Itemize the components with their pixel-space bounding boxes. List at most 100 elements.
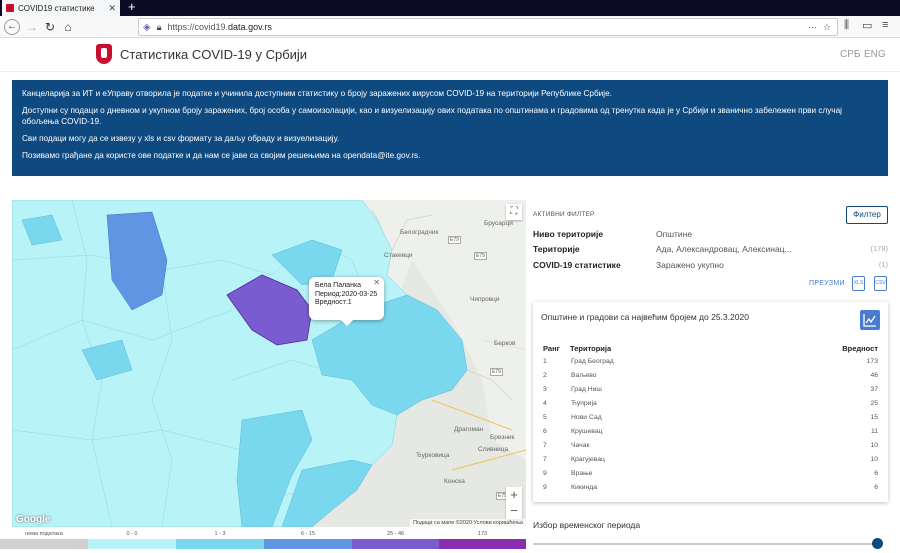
- zoom-control: + −: [506, 487, 522, 519]
- legend-label: 6 - 15: [300, 531, 316, 537]
- legend-item: 0 - 0: [88, 530, 176, 550]
- cell-value: 37: [870, 386, 878, 393]
- filter-value: Заражено укупно: [656, 260, 724, 270]
- site-title[interactable]: Статистика COVID-19 у Србији: [120, 47, 308, 62]
- period-slider-thumb[interactable]: [872, 538, 883, 549]
- legend-label: 173: [477, 531, 488, 537]
- cell-value: 46: [870, 372, 878, 379]
- forward-icon[interactable]: →: [26, 20, 38, 34]
- filter-key: Територије: [533, 244, 580, 254]
- filter-row[interactable]: COVID-19 статистике Заражено укупно (1): [533, 260, 888, 274]
- road-shield: E79: [490, 368, 503, 376]
- legend-swatch: [439, 539, 526, 549]
- zoom-out-button[interactable]: −: [510, 503, 518, 518]
- cell-rank: 7: [543, 442, 547, 449]
- back-icon[interactable]: ←: [4, 19, 20, 35]
- zoom-in-button[interactable]: +: [510, 487, 518, 502]
- legend-label: 0 - 0: [126, 531, 138, 537]
- cell-value: 10: [870, 456, 878, 463]
- table-row[interactable]: 9 Врање 6: [543, 470, 878, 482]
- table-row[interactable]: 1 Град Београд 173: [543, 358, 878, 370]
- close-icon[interactable]: ✕: [373, 278, 380, 287]
- legend-label: нема података: [25, 531, 63, 537]
- shield-icon[interactable]: ◈: [143, 21, 151, 33]
- header-value: Вредност: [842, 344, 878, 353]
- table-row[interactable]: 7 Крагујевац 10: [543, 456, 878, 468]
- url-bar[interactable]: ◈ 🔒︎ https://covid19. data.gov.rs ··· ☆: [138, 18, 838, 36]
- legend-label: 25 - 46: [386, 531, 405, 537]
- url-prefix: https://covid19.: [167, 22, 229, 32]
- page-actions-icon[interactable]: ···: [807, 22, 817, 32]
- google-logo: Google: [16, 514, 51, 525]
- line-chart-icon[interactable]: [860, 310, 880, 330]
- filter-key: COVID-19 статистике: [533, 260, 621, 270]
- close-tab-icon[interactable]: ✕: [108, 2, 116, 13]
- map-city-label: Ђурковица: [416, 452, 450, 459]
- lang-eng-link[interactable]: ENG: [864, 49, 886, 60]
- map-legend: нема података 0 - 0 1 - 3 6 - 15 25 - 46…: [0, 530, 526, 550]
- reload-icon[interactable]: ↻: [44, 20, 56, 34]
- filter-value: Ада, Александровац, Алексинац...: [656, 244, 792, 254]
- legend-label: 1 - 3: [214, 531, 226, 537]
- cell-rank: 2: [543, 372, 547, 379]
- csv-download-icon[interactable]: CSV: [874, 276, 887, 291]
- url-domain: data.gov.rs: [228, 22, 272, 32]
- map-city-label: Чипровци: [470, 296, 500, 303]
- header-rank: Ранг: [543, 344, 560, 353]
- cell-territory: Крушевац: [571, 428, 603, 435]
- cell-rank: 6: [543, 428, 547, 435]
- download-label: ПРЕУЗМИ: [809, 280, 845, 287]
- map-city-label: Брезник: [490, 434, 515, 441]
- cell-territory: Град Ниш: [571, 386, 602, 393]
- choropleth-map[interactable]: Белоградчик Брусарци Стакевци Чипровци Б…: [12, 200, 526, 527]
- site-header: Статистика COVID-19 у Србији СРБ ENG: [0, 38, 900, 72]
- new-tab-icon[interactable]: +: [128, 0, 136, 14]
- table-row[interactable]: 6 Крушевац 11: [543, 428, 878, 440]
- lock-icon[interactable]: 🔒︎: [156, 21, 162, 32]
- filter-row[interactable]: Територије Ада, Александровац, Алексинац…: [533, 244, 888, 258]
- fullscreen-icon[interactable]: ⛶: [506, 204, 522, 220]
- table-row[interactable]: 5 Нови Сад 15: [543, 414, 878, 426]
- table-row[interactable]: 2 Ваљево 46: [543, 372, 878, 384]
- cell-rank: 9: [543, 470, 547, 477]
- browser-tab-bar: COVID19 статистике ✕ +: [0, 0, 900, 16]
- top-territories-card: Општине и градови са највећим бројем до …: [533, 302, 888, 502]
- library-icon[interactable]: ⫼: [844, 19, 850, 31]
- xls-download-icon[interactable]: XLS: [852, 276, 865, 291]
- filter-value: Општине: [656, 229, 693, 239]
- browser-tab[interactable]: COVID19 статистике ✕: [2, 0, 120, 16]
- popup-period: Период:2020-03-25: [315, 290, 378, 298]
- cell-territory: Ваљево: [571, 372, 597, 379]
- cell-territory: Крагујевац: [571, 456, 605, 463]
- filter-row[interactable]: Ниво територије Општине: [533, 229, 888, 243]
- reader-icon[interactable]: ▭: [862, 20, 873, 32]
- table-row[interactable]: 4 Ћуприја 25: [543, 400, 878, 412]
- filter-count: (178): [870, 244, 888, 253]
- cell-value: 6: [874, 470, 878, 477]
- table-row[interactable]: 9 Кикинда 6: [543, 484, 878, 496]
- popup-value: Вредност:1: [315, 299, 352, 306]
- period-title: Избор временског периода: [533, 520, 641, 530]
- home-icon[interactable]: ⌂: [64, 20, 72, 34]
- cell-territory: Чачак: [571, 442, 590, 449]
- menu-icon[interactable]: ≡: [882, 19, 889, 31]
- cell-territory: Град Београд: [571, 358, 614, 365]
- table-row[interactable]: 3 Град Ниш 37: [543, 386, 878, 398]
- cell-rank: 4: [543, 400, 547, 407]
- bookmark-star-icon[interactable]: ☆: [822, 21, 831, 32]
- legend-item: 173: [439, 530, 526, 550]
- lang-srb-link[interactable]: СРБ: [840, 49, 861, 60]
- period-slider-track[interactable]: [533, 543, 881, 545]
- legend-item: 25 - 46: [352, 530, 439, 550]
- cell-rank: 1: [543, 358, 547, 365]
- legend-item: 6 - 15: [264, 530, 352, 550]
- cell-value: 15: [870, 414, 878, 421]
- legend-item: 1 - 3: [176, 530, 264, 550]
- cell-value: 10: [870, 442, 878, 449]
- map-attribution[interactable]: Подаци са мапе ©2020 Услови коришћења: [410, 519, 526, 527]
- legend-item: нема података: [0, 530, 88, 550]
- cell-territory: Нови Сад: [571, 414, 602, 421]
- legend-swatch: [264, 539, 352, 549]
- filter-button[interactable]: Филтер: [846, 206, 888, 224]
- table-row[interactable]: 7 Чачак 10: [543, 442, 878, 454]
